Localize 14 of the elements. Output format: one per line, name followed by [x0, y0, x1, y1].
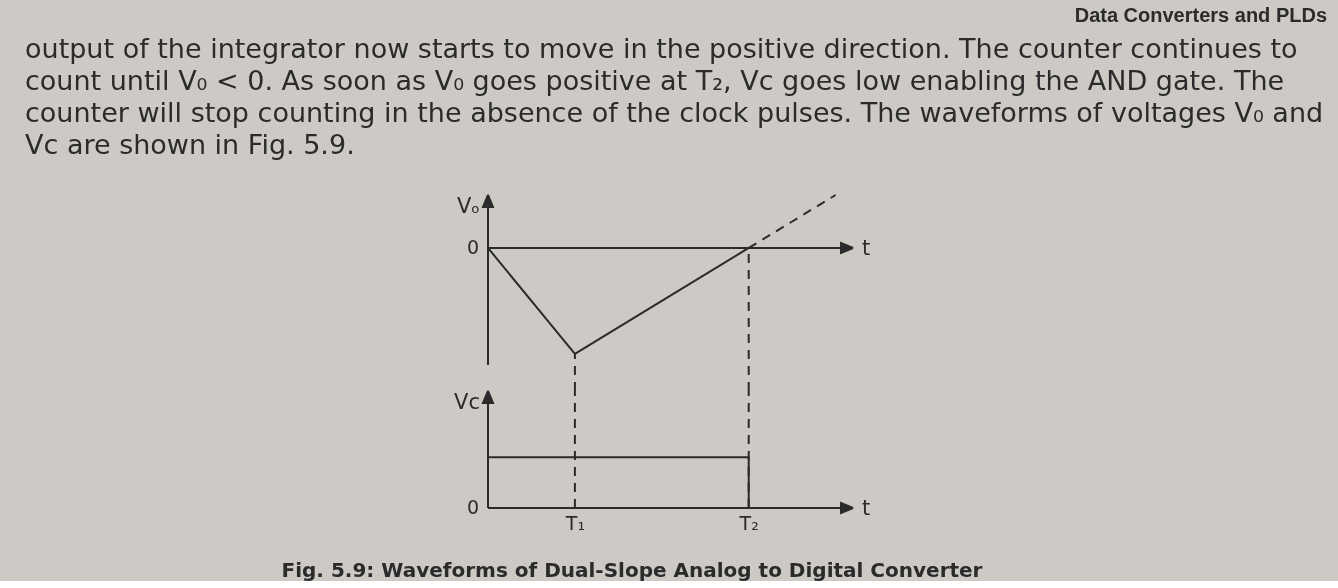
x-axis-title: t	[862, 235, 871, 260]
x-axis-title: t	[862, 496, 871, 520]
text: 0	[466, 496, 479, 518]
x-tick-label: T₂	[738, 511, 759, 534]
y-axis-title: Vc	[454, 390, 480, 414]
text: count until V₀ < 0. As soon as V₀ goes positive at T₂, Vc goes low enabling the AND gate. The	[25, 65, 1285, 96]
caption: Fig. 5.9: Waveforms of Dual-Slope Analog to Digital Converter	[281, 558, 983, 582]
x-tick-label: T₁	[564, 511, 586, 534]
text: counter will stop counting in the absence of the clock pulses. The waveforms of voltages V₀ and	[25, 97, 1324, 128]
text: Data Converters and PLDs	[1074, 4, 1327, 26]
text: output of the integrator now starts to move in the positive direction. The counter continues to	[25, 33, 1298, 64]
text: Vc are shown in Fig. 5.9.	[25, 129, 355, 160]
y-axis-title: Vₒ	[456, 194, 480, 218]
text: 0	[466, 235, 479, 258]
